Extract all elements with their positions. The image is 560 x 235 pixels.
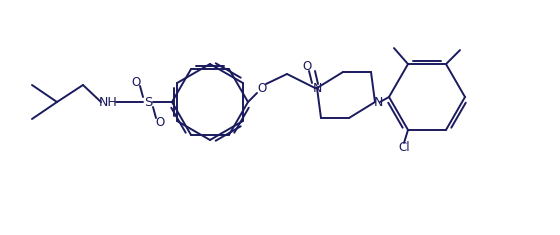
Text: N: N [312,82,321,94]
Text: Cl: Cl [398,141,410,154]
Text: O: O [302,59,311,73]
Text: O: O [258,82,267,94]
Text: N: N [374,95,382,109]
Text: S: S [144,95,152,109]
Text: NH: NH [99,95,118,109]
Text: O: O [132,75,141,89]
Text: O: O [155,115,165,129]
